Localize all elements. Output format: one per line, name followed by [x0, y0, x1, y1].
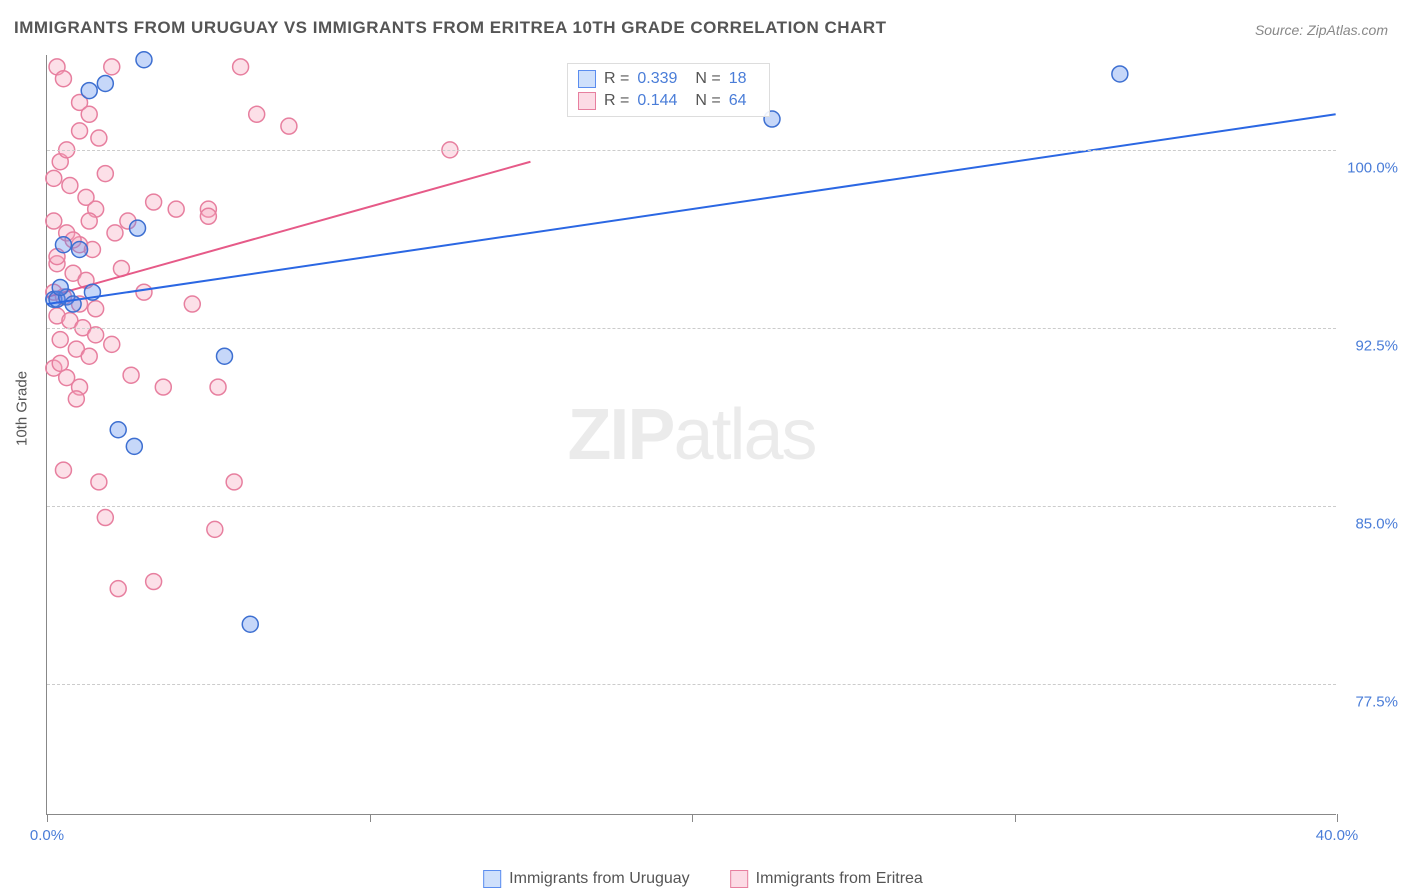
stats-n-label: N =	[695, 92, 720, 110]
scatter-point	[97, 166, 113, 182]
scatter-point	[242, 616, 258, 632]
scatter-point	[146, 574, 162, 590]
scatter-point	[136, 52, 152, 68]
scatter-point	[146, 194, 162, 210]
xtick	[370, 814, 371, 822]
scatter-point	[136, 284, 152, 300]
scatter-point	[81, 213, 97, 229]
stats-n-value: 18	[729, 70, 759, 88]
stats-row: R = 0.339 N = 18	[578, 68, 759, 90]
scatter-point	[72, 242, 88, 258]
legend-swatch	[730, 870, 748, 888]
legend-label: Immigrants from Eritrea	[756, 870, 923, 888]
scatter-point	[81, 348, 97, 364]
scatter-point	[46, 213, 62, 229]
gridline-h	[47, 506, 1336, 507]
xtick	[692, 814, 693, 822]
legend-swatch	[578, 92, 596, 110]
scatter-point	[207, 521, 223, 537]
scatter-point	[46, 170, 62, 186]
scatter-point	[88, 327, 104, 343]
trend-line	[47, 114, 1335, 304]
scatter-point	[81, 83, 97, 99]
xtick	[1015, 814, 1016, 822]
chart-title: IMMIGRANTS FROM URUGUAY VS IMMIGRANTS FR…	[14, 18, 887, 38]
gridline-h	[47, 150, 1336, 151]
xtick-label-right: 40.0%	[1316, 827, 1359, 844]
stats-box: R = 0.339 N = 18 R = 0.144 N = 64	[567, 63, 770, 117]
scatter-point	[210, 379, 226, 395]
stats-row: R = 0.144 N = 64	[578, 90, 759, 112]
y-axis-label: 10th Grade	[14, 371, 31, 446]
ytick-label: 85.0%	[1355, 516, 1398, 533]
scatter-point	[68, 391, 84, 407]
plot-area: ZIPatlas 77.5%85.0%92.5%100.0%0.0%40.0%R…	[46, 55, 1336, 815]
scatter-point	[184, 296, 200, 312]
scatter-point	[249, 106, 265, 122]
scatter-point	[52, 279, 68, 295]
scatter-svg	[47, 55, 1336, 814]
scatter-point	[52, 355, 68, 371]
stats-r-label: R =	[604, 92, 629, 110]
gridline-h	[47, 684, 1336, 685]
legend-swatch	[578, 70, 596, 88]
scatter-point	[200, 208, 216, 224]
legend-item: Immigrants from Eritrea	[730, 870, 923, 888]
scatter-point	[97, 510, 113, 526]
scatter-point	[104, 59, 120, 75]
stats-n-label: N =	[695, 70, 720, 88]
scatter-point	[62, 177, 78, 193]
ytick-label: 100.0%	[1347, 160, 1398, 177]
ytick-label: 77.5%	[1355, 694, 1398, 711]
scatter-point	[81, 106, 97, 122]
legend-label: Immigrants from Uruguay	[509, 870, 690, 888]
scatter-point	[55, 237, 71, 253]
scatter-point	[110, 581, 126, 597]
chart-container: IMMIGRANTS FROM URUGUAY VS IMMIGRANTS FR…	[0, 0, 1406, 892]
scatter-point	[168, 201, 184, 217]
scatter-point	[55, 462, 71, 478]
xtick	[1337, 814, 1338, 822]
stats-r-value: 0.144	[637, 92, 687, 110]
legend-item: Immigrants from Uruguay	[483, 870, 690, 888]
scatter-point	[104, 336, 120, 352]
scatter-point	[72, 123, 88, 139]
scatter-point	[88, 301, 104, 317]
scatter-point	[91, 130, 107, 146]
legend-bottom: Immigrants from Uruguay Immigrants from E…	[483, 870, 923, 888]
scatter-point	[155, 379, 171, 395]
scatter-point	[107, 225, 123, 241]
stats-r-value: 0.339	[637, 70, 687, 88]
scatter-point	[52, 332, 68, 348]
scatter-point	[226, 474, 242, 490]
scatter-point	[281, 118, 297, 134]
scatter-point	[91, 474, 107, 490]
ytick-label: 92.5%	[1355, 338, 1398, 355]
stats-n-value: 64	[729, 92, 759, 110]
scatter-point	[1112, 66, 1128, 82]
source-attribution: Source: ZipAtlas.com	[1255, 22, 1388, 38]
scatter-point	[55, 71, 71, 87]
gridline-h	[47, 328, 1336, 329]
scatter-point	[110, 422, 126, 438]
scatter-point	[123, 367, 139, 383]
scatter-point	[97, 75, 113, 91]
stats-r-label: R =	[604, 70, 629, 88]
scatter-point	[130, 220, 146, 236]
scatter-point	[126, 438, 142, 454]
scatter-point	[217, 348, 233, 364]
xtick-label-left: 0.0%	[30, 827, 64, 844]
xtick	[47, 814, 48, 822]
legend-swatch	[483, 870, 501, 888]
scatter-point	[233, 59, 249, 75]
